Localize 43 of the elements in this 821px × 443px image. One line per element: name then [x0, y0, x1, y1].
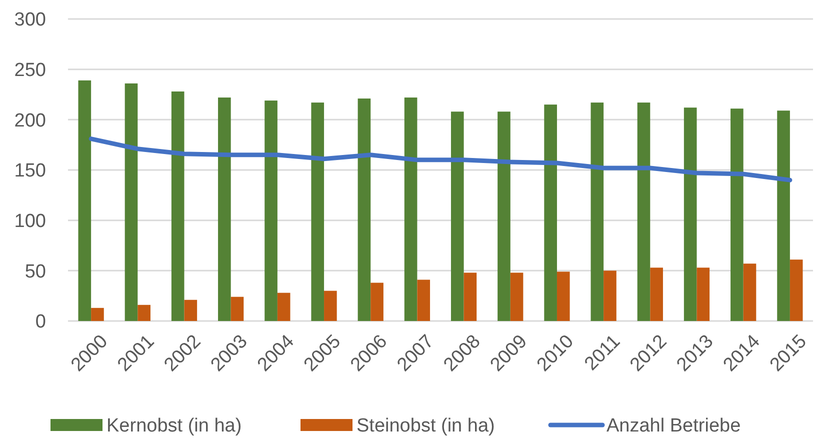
- bar: [404, 98, 418, 321]
- bar: [604, 270, 616, 321]
- bar: [171, 91, 184, 321]
- bar: [450, 112, 464, 321]
- bar: [684, 108, 697, 321]
- legend-label: Kernobst (in ha): [106, 416, 242, 437]
- bar: [277, 292, 290, 321]
- bar: [370, 282, 384, 321]
- bar: [777, 110, 790, 321]
- bar: [464, 272, 477, 321]
- y-tick-label: 150: [14, 160, 46, 182]
- bar: [124, 83, 138, 321]
- y-tick-label: 0: [35, 312, 46, 333]
- bar: [730, 108, 744, 321]
- bar: [696, 268, 710, 321]
- bar: [510, 272, 524, 321]
- bar: [324, 290, 337, 321]
- bar: [417, 280, 430, 321]
- bar: [650, 268, 663, 321]
- bar: [138, 304, 150, 321]
- bar: [230, 296, 244, 321]
- y-tick-label: 250: [14, 60, 46, 81]
- bar: [218, 98, 231, 321]
- bar: [311, 102, 324, 321]
- bar: [743, 264, 756, 321]
- bar: [556, 272, 570, 321]
- line-series: [88, 136, 792, 182]
- bar: [184, 300, 198, 321]
- bar: [790, 260, 803, 321]
- y-tick-label: 200: [14, 110, 46, 132]
- bar: [544, 104, 557, 321]
- bar: [498, 112, 510, 321]
- bar: [91, 308, 104, 321]
- y-tick-label: 300: [14, 10, 46, 31]
- bar: [358, 98, 371, 321]
- bar: [78, 80, 92, 321]
- y-tick-label: 100: [14, 210, 46, 232]
- y-tick-label: 50: [24, 261, 46, 282]
- bar: [264, 100, 278, 321]
- bar: [590, 102, 604, 321]
- legend-label: Steinobst (in ha): [356, 416, 495, 437]
- bar: [637, 102, 650, 321]
- legend-label: Anzahl Betriebe: [606, 416, 741, 437]
